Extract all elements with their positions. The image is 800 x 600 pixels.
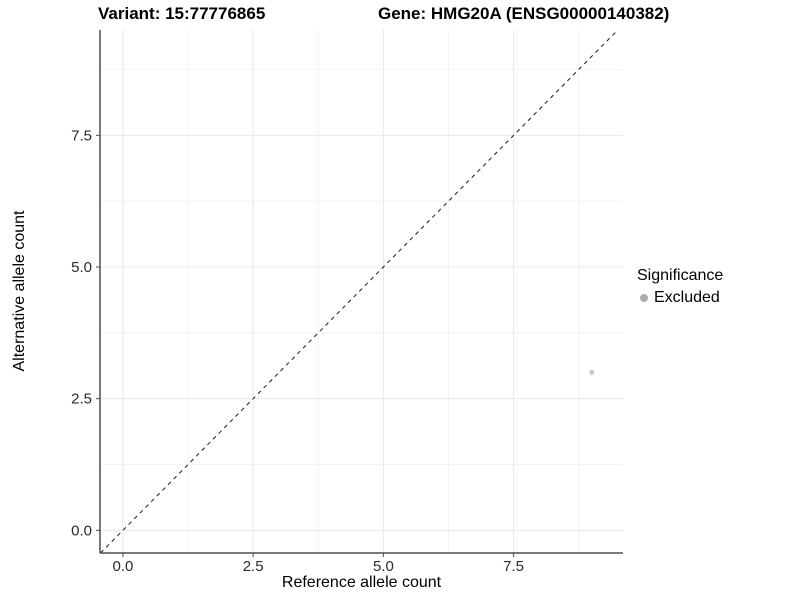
identity-reference-line: [100, 29, 619, 554]
legend-point-icon: [640, 294, 648, 302]
legend-title: Significance: [637, 267, 724, 284]
x-tick-label: 7.5: [503, 558, 524, 575]
plot-titles: Variant: 15:77776865 Gene: HMG20A (ENSG0…: [0, 2, 800, 26]
x-tick-label: 0.0: [112, 558, 133, 575]
gene-title: Gene: HMG20A (ENSG00000140382): [378, 4, 670, 23]
y-axis-title: Alternative allele count: [11, 210, 28, 372]
x-tick-label: 2.5: [243, 558, 264, 575]
data-point: [589, 369, 595, 375]
y-tick-label: 0.0: [71, 522, 92, 539]
legend-entry-excluded: Excluded: [637, 289, 723, 307]
y-tick-label: 2.5: [71, 391, 92, 408]
variant-title: Variant: 15:77776865: [98, 4, 266, 23]
y-tick-label: 5.0: [71, 259, 92, 276]
y-tick-label: 7.5: [71, 127, 92, 144]
legend: Significance Excluded: [637, 266, 723, 307]
x-tick-label: 5.0: [373, 558, 394, 575]
legend-entry-label: Excluded: [654, 289, 720, 306]
x-axis-title: Reference allele count: [281, 574, 442, 591]
